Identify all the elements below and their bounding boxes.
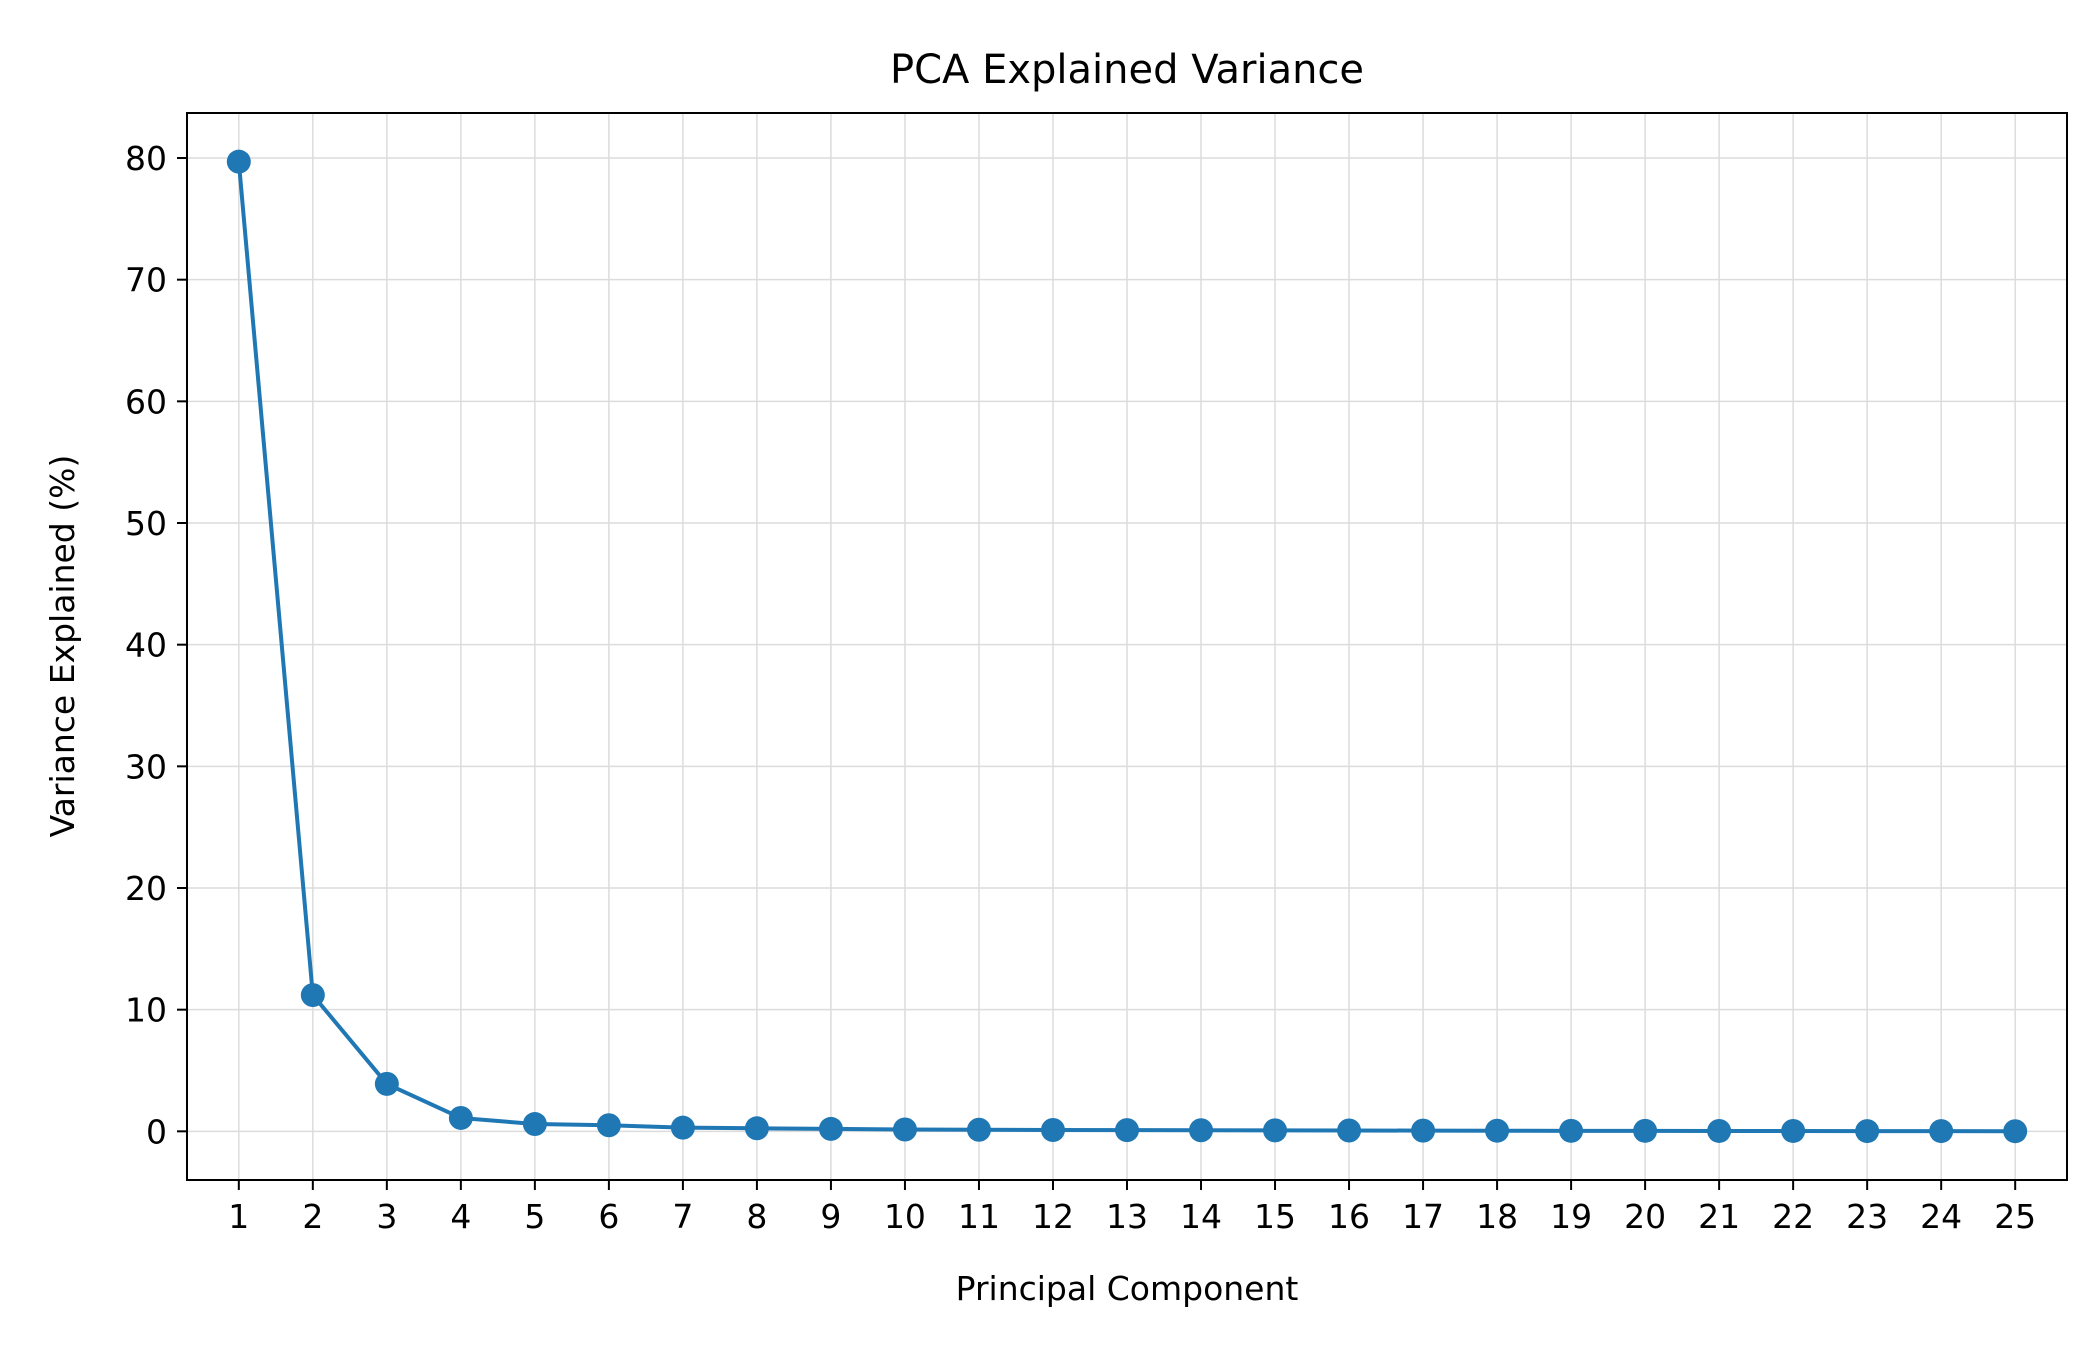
x-tick-label: 9 [820,1197,841,1236]
x-tick-label: 18 [1476,1197,1518,1236]
data-point-22 [1781,1118,1806,1143]
y-tick-label: 80 [125,139,167,178]
x-tick-label: 2 [302,1197,323,1236]
y-tick-label: 60 [125,382,167,421]
x-axis-label: Principal Component [956,1269,1299,1308]
x-tick-label: 14 [1180,1197,1222,1236]
series-layer [226,149,2028,1144]
x-tick-label: 20 [1624,1197,1666,1236]
y-tick-label: 40 [125,626,167,665]
x-tick-label: 13 [1106,1197,1148,1236]
x-tick-label: 1 [228,1197,249,1236]
x-tick-label: 6 [598,1197,619,1236]
data-point-25 [2003,1119,2028,1144]
x-tick-label: 15 [1254,1197,1296,1236]
x-tick-label: 22 [1772,1197,1814,1236]
data-point-6 [596,1113,621,1138]
x-tick-label: 23 [1846,1197,1888,1236]
data-point-16 [1337,1118,1362,1143]
data-point-21 [1707,1118,1732,1143]
data-point-11 [966,1117,991,1142]
data-point-13 [1115,1118,1139,1143]
y-tick-label: 10 [125,991,167,1030]
data-point-19 [1559,1118,1584,1143]
data-point-2 [300,983,325,1008]
y-tick-label: 50 [125,504,167,543]
data-point-17 [1411,1118,1436,1143]
data-point-4 [448,1105,473,1130]
data-point-1 [226,149,251,174]
data-point-23 [1855,1119,1880,1144]
data-point-20 [1633,1118,1658,1143]
y-tick-label: 20 [125,869,167,908]
data-point-10 [892,1117,917,1142]
data-point-24 [1929,1119,1954,1144]
data-point-7 [670,1115,695,1140]
ticks: 1 2 3 4 5 6 7 8 9 10 11 12 13 14 15 16 17 18 19 20 21 22 23 24 2… [125,139,2036,1236]
x-tick-label: 5 [524,1197,545,1236]
y-tick-label: 30 [125,747,167,786]
x-tick-label: 8 [746,1197,767,1236]
x-tick-label: 10 [884,1197,926,1236]
x-tick-label: 3 [376,1197,397,1236]
data-point-9 [818,1116,843,1141]
x-tick-label: 21 [1698,1197,1740,1236]
x-tick-label: 4 [450,1197,471,1236]
data-point-3 [374,1071,399,1096]
data-point-8 [744,1116,769,1141]
x-tick-label: 11 [958,1197,1000,1236]
x-tick-label: 7 [672,1197,693,1236]
x-tick-label: 24 [1920,1197,1962,1236]
data-point-18 [1485,1118,1510,1143]
x-tick-label: 17 [1402,1197,1444,1236]
chart-title: PCA Explained Variance [890,47,1364,93]
x-tick-label: 16 [1328,1197,1370,1236]
x-tick-label: 25 [1994,1197,2036,1236]
y-axis-label: Variance Explained (%) [43,455,82,838]
x-tick-label: 12 [1032,1197,1074,1236]
grid [187,113,2067,1180]
y-tick-label: 70 [125,261,167,300]
data-point-5 [522,1112,547,1137]
data-point-14 [1189,1118,1214,1143]
y-tick-label: 0 [146,1112,167,1151]
data-point-12 [1040,1117,1065,1142]
data-point-15 [1263,1118,1288,1143]
x-tick-label: 19 [1550,1197,1592,1236]
